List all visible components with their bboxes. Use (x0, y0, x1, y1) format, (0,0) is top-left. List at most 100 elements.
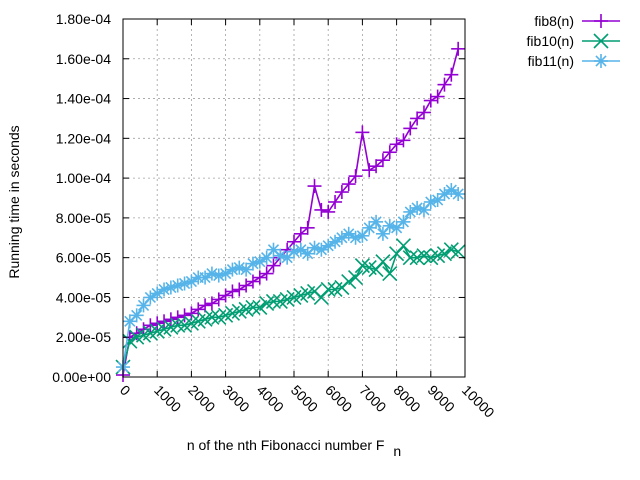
series-fib10-n (115, 238, 466, 375)
data-point-fib8-n (211, 292, 226, 307)
data-point-fib8-n (232, 282, 247, 297)
x-tick-label: 8000 (390, 382, 423, 415)
data-point-fib10-n (375, 254, 391, 270)
data-point-fib8-n (403, 121, 418, 136)
x-tick-label: 0 (117, 382, 134, 399)
x-tick-label: 4000 (254, 382, 287, 415)
data-point-fib8-n (334, 185, 349, 200)
data-point-fib11-n (129, 308, 144, 323)
plot-series (115, 41, 466, 383)
data-point-fib8-n (321, 204, 336, 219)
data-point-fib10-n (341, 273, 357, 290)
y-tick-label: 1.60e-04 (56, 51, 111, 67)
data-point-fib8-n (198, 298, 213, 313)
data-point-fib8-n (170, 310, 185, 325)
data-point-fib11-n (273, 248, 288, 263)
data-point-fib11-n (410, 200, 425, 215)
data-point-fib10-n (265, 293, 282, 309)
y-tick-label: 1.40e-04 (56, 91, 111, 107)
x-tick-label: 10000 (459, 382, 498, 421)
data-point-fib8-n (355, 125, 370, 140)
y-tick-label: 0.00e+00 (52, 369, 111, 385)
data-point-fib11-n (204, 266, 219, 281)
x-tick-label: 3000 (219, 382, 252, 415)
data-point-fib8-n (362, 163, 377, 178)
data-point-fib10-n (402, 250, 418, 266)
data-point-fib8-n (410, 111, 425, 126)
data-point-fib10-n (347, 269, 364, 286)
data-point-fib10-n (450, 244, 466, 260)
data-point-fib11-n (396, 214, 411, 229)
data-point-fib8-n (348, 169, 363, 184)
legend: fib8(n) fib10(n) fib11(n) (527, 13, 620, 69)
x-tick-label: 9000 (425, 382, 458, 415)
data-point-fib8-n (314, 202, 329, 217)
series-fib11-n (116, 183, 466, 375)
data-point-fib8-n (252, 270, 267, 285)
data-point-fib8-n (416, 105, 431, 120)
data-point-fib8-n (266, 258, 281, 273)
legend-marker (593, 33, 609, 49)
y-tick-label: 1.20e-04 (56, 130, 111, 146)
data-point-fib8-n (423, 93, 438, 108)
data-point-fib8-n (218, 288, 233, 303)
data-point-fib8-n (369, 159, 384, 174)
data-point-fib10-n (382, 266, 398, 282)
x-axis-title-subscript: n (393, 443, 401, 459)
data-point-fib8-n (396, 133, 411, 148)
data-point-fib8-n (328, 194, 343, 209)
data-point-fib8-n (382, 145, 397, 160)
data-point-fib10-n (252, 299, 268, 315)
data-point-fib8-n (204, 296, 219, 311)
x-axis-title-main: n of the nth Fibonacci number F (187, 437, 385, 453)
data-point-fib11-n (369, 214, 384, 229)
y-tick-label: 4.00e-05 (56, 289, 111, 305)
data-point-fib8-n (259, 266, 274, 281)
x-tick-label: 5000 (288, 382, 321, 415)
data-point-fib8-n (341, 177, 356, 192)
y-tick-label: 2.00e-05 (56, 329, 111, 345)
series-line-fib10-n (122, 244, 459, 368)
data-point-fib11-n (389, 220, 404, 235)
legend-entry-fib11-n: fib11(n) (528, 53, 620, 69)
legend-entry-fib8-n: fib8(n) (534, 13, 620, 29)
data-point-fib8-n (239, 278, 254, 293)
data-point-fib8-n (307, 179, 322, 194)
x-tick-label: 6000 (322, 382, 355, 415)
data-point-fib8-n (191, 302, 206, 317)
data-point-fib8-n (177, 308, 192, 323)
series-fib8-n (116, 41, 466, 383)
data-point-fib8-n (225, 284, 240, 299)
y-tick-label: 6.00e-05 (56, 250, 111, 266)
data-point-fib10-n (245, 299, 261, 315)
x-tick-label: 2000 (185, 382, 218, 415)
y-tick-label: 8.00e-05 (56, 210, 111, 226)
legend-entry-fib10-n: fib10(n) (527, 33, 620, 49)
data-point-fib11-n (157, 282, 172, 297)
data-point-fib8-n (300, 220, 315, 235)
data-point-fib10-n (436, 246, 453, 262)
data-point-fib8-n (430, 89, 445, 104)
data-point-fib8-n (444, 67, 459, 82)
y-axis-title: Running time in seconds (6, 125, 22, 278)
y-tick-label: 1.00e-04 (56, 170, 111, 186)
data-point-fib8-n (451, 41, 466, 56)
data-point-fib11-n (245, 256, 260, 271)
data-point-fib11-n (451, 187, 466, 202)
x-tick-label: 1000 (151, 382, 184, 415)
y-tick-label: 1.80e-04 (56, 11, 111, 27)
legend-label: fib8(n) (534, 13, 574, 29)
data-point-fib8-n (293, 226, 308, 241)
data-point-fib8-n (375, 153, 390, 168)
data-point-fib10-n (395, 238, 412, 254)
x-axis-title: n of the nth Fibonacci number F n (187, 437, 401, 459)
legend-label: fib10(n) (527, 33, 574, 49)
data-point-fib8-n (437, 77, 452, 92)
data-point-fib8-n (245, 274, 260, 289)
legend-marker (594, 14, 608, 28)
data-point-fib10-n (170, 317, 186, 333)
data-point-fib10-n (122, 333, 138, 349)
data-point-fib10-n (320, 281, 336, 298)
legend-marker (594, 54, 608, 68)
